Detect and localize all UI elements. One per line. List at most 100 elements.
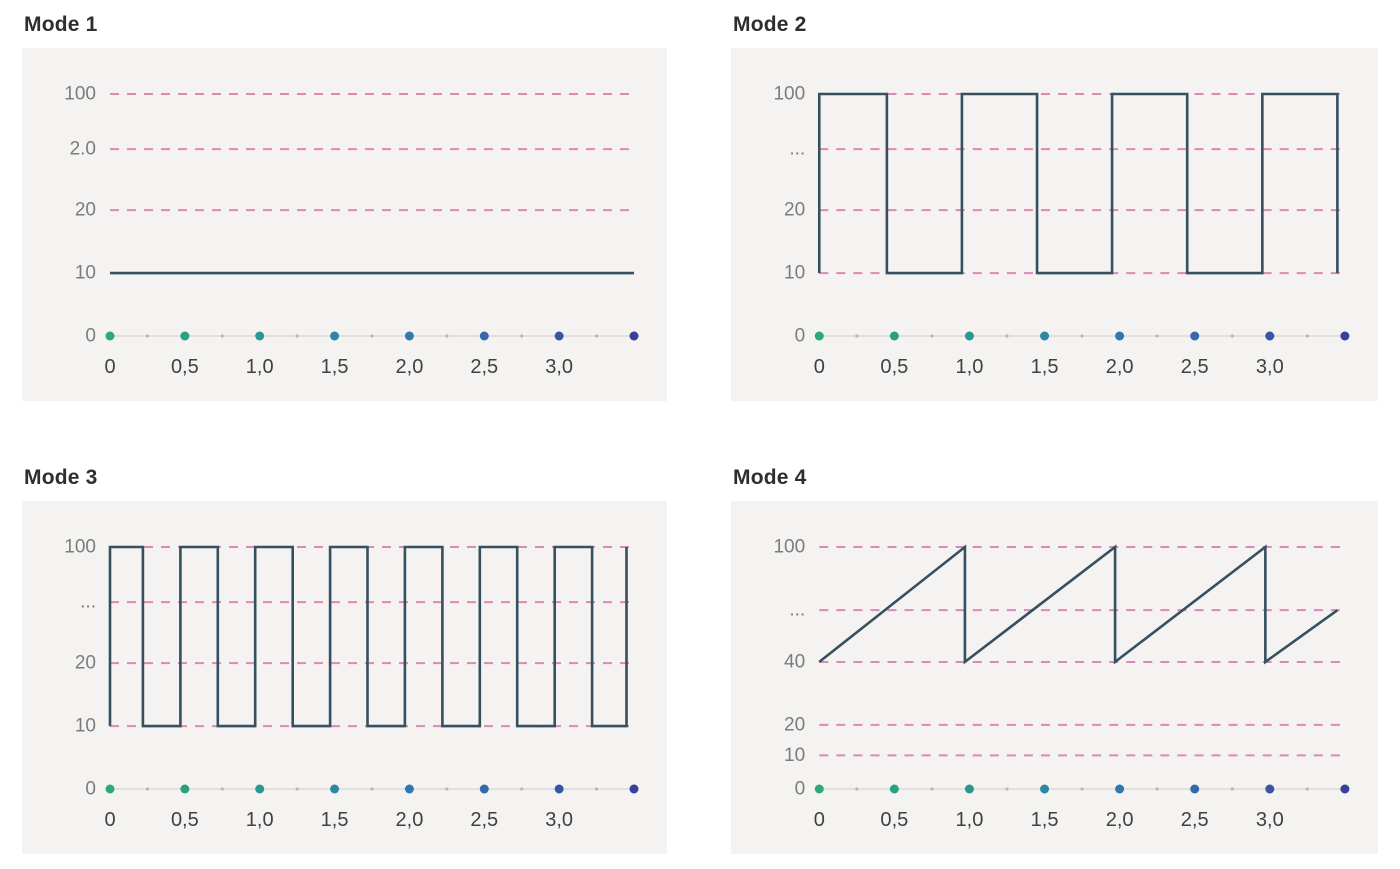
mode-2-card: Mode 2 0 10 20... 100 0 0,5 1,0 1,5 2,0 2,5 3,0 <box>731 12 1378 401</box>
y-axis-label: 0 <box>795 779 806 800</box>
x-axis-label: 1,0 <box>956 356 984 378</box>
x-axis-label: 2,0 <box>396 809 424 831</box>
x-axis-dot <box>1040 784 1050 794</box>
x-axis-dot <box>1190 784 1200 794</box>
x-axis-label: 1,0 <box>246 809 274 831</box>
x-axis-dot <box>330 331 340 341</box>
x-axis-minor-dot <box>520 334 524 338</box>
x-axis-minor-dot <box>1080 334 1084 338</box>
mode-3-plot: 0 10 20... 100 0 0,5 1,0 1,5 2,0 2,5 3,0 <box>64 537 639 831</box>
x-axis-minor-dot <box>1080 787 1084 791</box>
mode-4-panel: 0 10 20 40... 100 0 0,5 1,0 1,5 2,0 2,5 3,0 <box>731 501 1378 854</box>
mode-2-title: Mode 2 <box>733 13 807 36</box>
x-axis-minor-dot <box>445 787 449 791</box>
y-axis-label: 2.0 <box>70 139 96 160</box>
y-axis-label: 20 <box>784 200 805 221</box>
mode-1-title: Mode 1 <box>24 13 98 36</box>
x-axis-label: 3,0 <box>545 356 573 378</box>
x-axis-label: 2,5 <box>470 809 498 831</box>
x-axis-label: 0,5 <box>880 356 908 378</box>
x-axis-minor-dot <box>1305 334 1309 338</box>
x-axis-label: 2,5 <box>1181 356 1209 378</box>
x-axis-dot <box>1265 784 1275 794</box>
mode-2-plot: 0 10 20... 100 0 0,5 1,0 1,5 2,0 2,5 3,0 <box>773 84 1350 378</box>
x-axis-dot <box>105 784 115 794</box>
x-axis-dot <box>255 784 265 794</box>
x-axis-dot <box>1265 331 1275 341</box>
x-axis-minor-dot <box>1230 787 1234 791</box>
x-axis-minor-dot <box>370 334 374 338</box>
x-axis-minor-dot <box>1005 334 1009 338</box>
y-axis-label: 40 <box>784 651 805 672</box>
x-axis-minor-dot <box>295 787 299 791</box>
x-axis-label: 0 <box>814 809 825 831</box>
waveform-line <box>108 545 628 728</box>
x-axis-label: 0,5 <box>880 809 908 831</box>
x-axis-dot <box>404 784 414 794</box>
y-axis-label: 0 <box>85 779 96 800</box>
x-axis-dot <box>479 331 489 341</box>
x-axis-dot <box>255 331 265 341</box>
y-axis-label: 10 <box>784 263 805 284</box>
x-axis-minor-dot <box>1005 787 1009 791</box>
x-axis-dot <box>1115 784 1125 794</box>
x-axis-label: 0 <box>104 809 115 831</box>
x-axis-minor-dot <box>220 334 224 338</box>
x-axis-label: 2,0 <box>396 356 424 378</box>
x-axis-minor-dot <box>930 787 934 791</box>
x-axis-dot <box>889 331 899 341</box>
x-axis-minor-dot <box>520 787 524 791</box>
x-axis-label: 0,5 <box>171 356 199 378</box>
mode-4-title: Mode 4 <box>733 466 807 489</box>
x-axis-label: 2,0 <box>1106 809 1134 831</box>
y-axis-label: 0 <box>795 326 806 347</box>
y-axis-label: 100 <box>64 84 96 105</box>
x-axis-dot <box>964 331 974 341</box>
x-axis-label: 0 <box>104 356 115 378</box>
x-axis-label: 1,5 <box>321 809 349 831</box>
x-axis-label: 2,5 <box>470 356 498 378</box>
x-axis-dot <box>404 331 414 341</box>
mode-1-plot: 0 10 20 2.0 100 0 0,5 1,0 1,5 2,0 2,5 3,0 <box>64 84 639 378</box>
x-axis-dot <box>1340 784 1350 794</box>
mode-4-plot: 0 10 20 40... 100 0 0,5 1,0 1,5 2,0 2,5 3,0 <box>773 537 1350 831</box>
x-axis-dot <box>105 331 115 341</box>
x-axis-label: 2,0 <box>1106 356 1134 378</box>
y-axis-label: ... <box>789 139 805 160</box>
x-axis-minor-dot <box>370 787 374 791</box>
x-axis-label: 1,5 <box>321 356 349 378</box>
mode-3-title: Mode 3 <box>24 466 98 489</box>
y-axis-label: 20 <box>75 653 96 674</box>
x-axis-minor-dot <box>855 787 859 791</box>
x-axis-dot <box>180 784 190 794</box>
x-axis-dot <box>330 784 340 794</box>
y-axis-label: 10 <box>784 745 805 766</box>
x-axis-minor-dot <box>930 334 934 338</box>
x-axis-dot <box>554 331 564 341</box>
waveform-line <box>818 544 1339 665</box>
x-axis-dot <box>1190 331 1200 341</box>
x-axis-dot <box>1340 331 1350 341</box>
x-axis-label: 1,5 <box>1031 356 1059 378</box>
x-axis-minor-dot <box>220 787 224 791</box>
x-axis-dot <box>814 784 824 794</box>
y-axis-label: ... <box>80 592 96 613</box>
x-axis-dot <box>629 331 639 341</box>
x-axis-label: 1,0 <box>246 356 274 378</box>
x-axis-minor-dot <box>1155 334 1159 338</box>
x-axis-dot <box>1115 331 1125 341</box>
y-axis-label: 20 <box>784 714 805 735</box>
y-axis-label: 20 <box>75 200 96 221</box>
x-axis-minor-dot <box>1230 334 1234 338</box>
y-axis-label: 100 <box>773 84 805 105</box>
mode-1-card: Mode 1 0 10 20 2.0 100 0 0,5 1,0 1,5 2,0 2,5 3,0 <box>22 12 667 401</box>
mode-1-panel: 0 10 20 2.0 100 0 0,5 1,0 1,5 2,0 2,5 3,0 <box>22 48 667 401</box>
x-axis-label: 0,5 <box>171 809 199 831</box>
y-axis-label: 10 <box>75 263 96 284</box>
x-axis-minor-dot <box>855 334 859 338</box>
x-axis-dot <box>964 784 974 794</box>
x-axis-label: 1,0 <box>956 809 984 831</box>
x-axis-minor-dot <box>445 334 449 338</box>
x-axis-minor-dot <box>1305 787 1309 791</box>
